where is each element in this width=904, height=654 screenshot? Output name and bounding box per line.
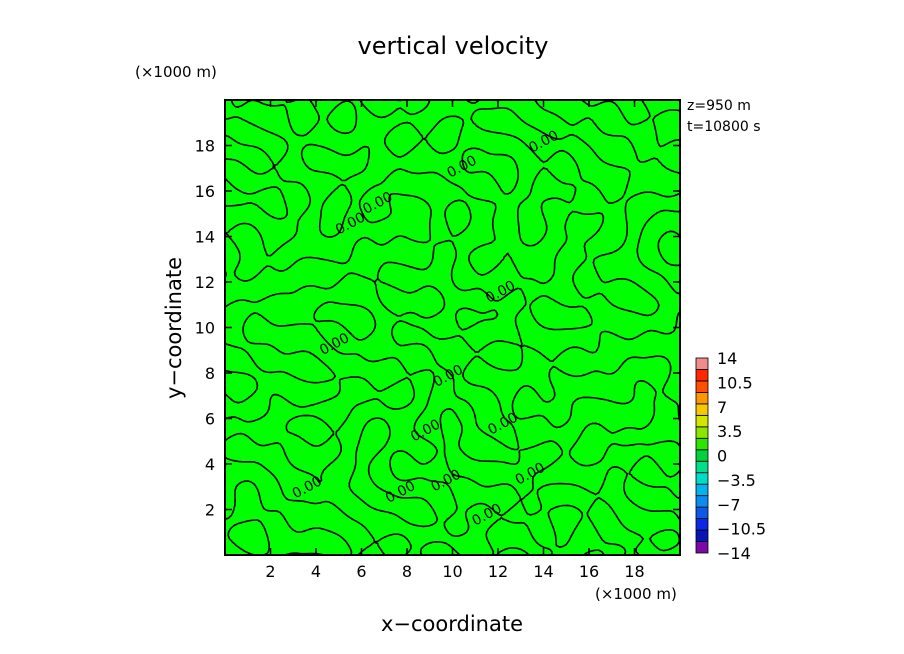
- colorbar-swatch: [695, 460, 709, 474]
- colorbar: 14 10.5 7 3.5 0 −3.5 −7 −10.5 −14: [695, 349, 766, 563]
- x-tick-label: 18: [624, 562, 644, 581]
- colorbar-swatch: [695, 392, 709, 405]
- y-axis-label: y−coordinate: [162, 257, 186, 399]
- colorbar-swatch: [695, 506, 709, 519]
- x-tick-label: 10: [442, 562, 462, 581]
- x-axis-ticks: 2 4 6 8 10 12 14 16 18: [265, 100, 645, 581]
- y-tick-label: 16: [195, 182, 215, 201]
- colorbar-swatch: [695, 414, 709, 428]
- y-tick-label: 18: [195, 137, 215, 156]
- colorbar-swatch: [695, 449, 709, 462]
- colorbar-tick-label: 14: [717, 349, 737, 368]
- info-z-level: z=950 m: [687, 98, 751, 114]
- colorbar-swatch: [695, 472, 709, 485]
- x-tick-label: 12: [488, 562, 508, 581]
- y-tick-label: 8: [205, 364, 215, 383]
- x-tick-label: 2: [265, 562, 275, 581]
- x-tick-label: 16: [579, 562, 599, 581]
- contour-lines: [224, 99, 681, 556]
- y-tick-label: 10: [195, 319, 215, 338]
- plot-area: 0.000.000.000.000.000.000.000.00 0.000.00…: [224, 99, 681, 556]
- info-time: t=10800 s: [687, 119, 761, 135]
- colorbar-swatch: [695, 437, 709, 451]
- x-tick-label: 4: [311, 562, 321, 581]
- x-tick-label: 8: [402, 562, 412, 581]
- x-tick-label: 6: [356, 562, 366, 581]
- y-tick-label: 12: [195, 273, 215, 292]
- colorbar-swatch: [695, 495, 709, 508]
- y-tick-label: 2: [205, 501, 215, 520]
- colorbar-swatch: [695, 403, 709, 416]
- x-unit-label: (×1000 m): [595, 585, 677, 603]
- x-tick-label: 14: [533, 562, 553, 581]
- y-axis-ticks: 2 4 6 8 10 12 14 16 18: [195, 137, 680, 520]
- colorbar-tick-label: 0: [717, 447, 727, 466]
- colorbar-tick-label: 3.5: [717, 422, 742, 441]
- x-axis-label: x−coordinate: [381, 612, 523, 636]
- colorbar-tick-label: 7: [717, 398, 727, 417]
- colorbar-swatch: [695, 529, 709, 542]
- colorbar-swatch: [695, 426, 709, 439]
- colorbar-tick-label: −14: [717, 544, 751, 563]
- chart-title: vertical velocity: [358, 32, 549, 60]
- colorbar-tick-label: 10.5: [717, 373, 753, 392]
- colorbar-swatch: [695, 369, 709, 382]
- colorbar-tick-label: −10.5: [717, 520, 766, 539]
- colorbar-swatch: [695, 518, 709, 531]
- colorbar-swatch: [695, 541, 709, 554]
- y-unit-label: (×1000 m): [135, 63, 217, 81]
- zero-contour: [224, 99, 681, 556]
- y-tick-label: 14: [195, 228, 215, 247]
- colorbar-swatch: [695, 483, 709, 497]
- colorbar-tick-label: −7: [717, 495, 741, 514]
- colorbar-swatch: [695, 357, 709, 370]
- colorbar-swatch: [695, 380, 709, 393]
- y-tick-label: 6: [205, 410, 215, 429]
- y-tick-label: 4: [205, 455, 215, 474]
- colorbar-tick-label: −3.5: [717, 471, 756, 490]
